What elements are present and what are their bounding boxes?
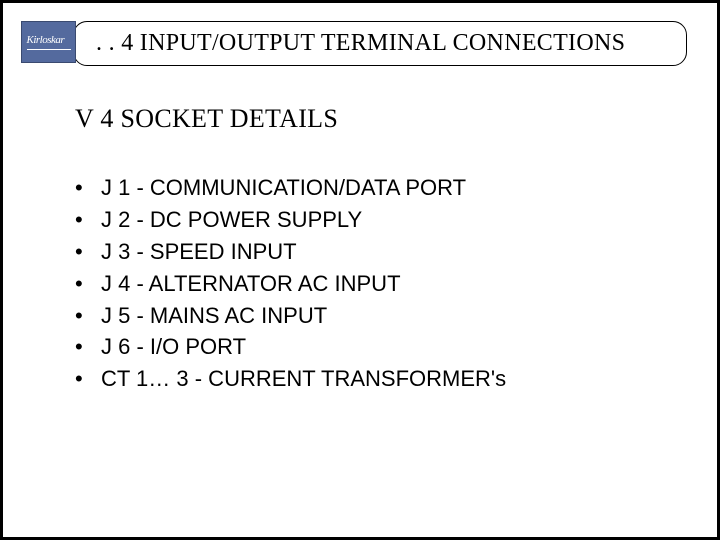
bullet-text: J 1 - COMMUNICATION/DATA PORT (101, 175, 466, 200)
brand-logo-inner: Kirloskar (25, 32, 73, 52)
title-box: . . 4 INPUT/OUTPUT TERMINAL CONNECTIONS (73, 21, 687, 66)
bullet-text: CT 1… 3 - CURRENT TRANSFORMER's (101, 366, 506, 391)
list-item: J 2 - DC POWER SUPPLY (75, 204, 687, 236)
slide-frame: Kirloskar . . 4 INPUT/OUTPUT TERMINAL CO… (0, 0, 720, 540)
bullet-text: J 6 - I/O PORT (101, 334, 246, 359)
bullet-list: J 1 - COMMUNICATION/DATA PORT J 2 - DC P… (75, 172, 687, 395)
list-item: CT 1… 3 - CURRENT TRANSFORMER's (75, 363, 687, 395)
brand-logo: Kirloskar (21, 21, 76, 63)
list-item: J 4 - ALTERNATOR AC INPUT (75, 268, 687, 300)
brand-logo-text: Kirloskar (27, 34, 65, 46)
slide-title: . . 4 INPUT/OUTPUT TERMINAL CONNECTIONS (96, 30, 625, 56)
list-item: J 1 - COMMUNICATION/DATA PORT (75, 172, 687, 204)
bullet-text: J 4 - ALTERNATOR AC INPUT (101, 271, 401, 296)
bullet-text: J 2 - DC POWER SUPPLY (101, 207, 362, 232)
brand-logo-underline (27, 49, 71, 50)
bullet-text: J 5 - MAINS AC INPUT (101, 303, 327, 328)
list-item: J 5 - MAINS AC INPUT (75, 300, 687, 332)
list-item: J 3 - SPEED INPUT (75, 236, 687, 268)
list-item: J 6 - I/O PORT (75, 331, 687, 363)
bullet-text: J 3 - SPEED INPUT (101, 239, 297, 264)
slide-subtitle: V 4 SOCKET DETAILS (75, 104, 687, 134)
